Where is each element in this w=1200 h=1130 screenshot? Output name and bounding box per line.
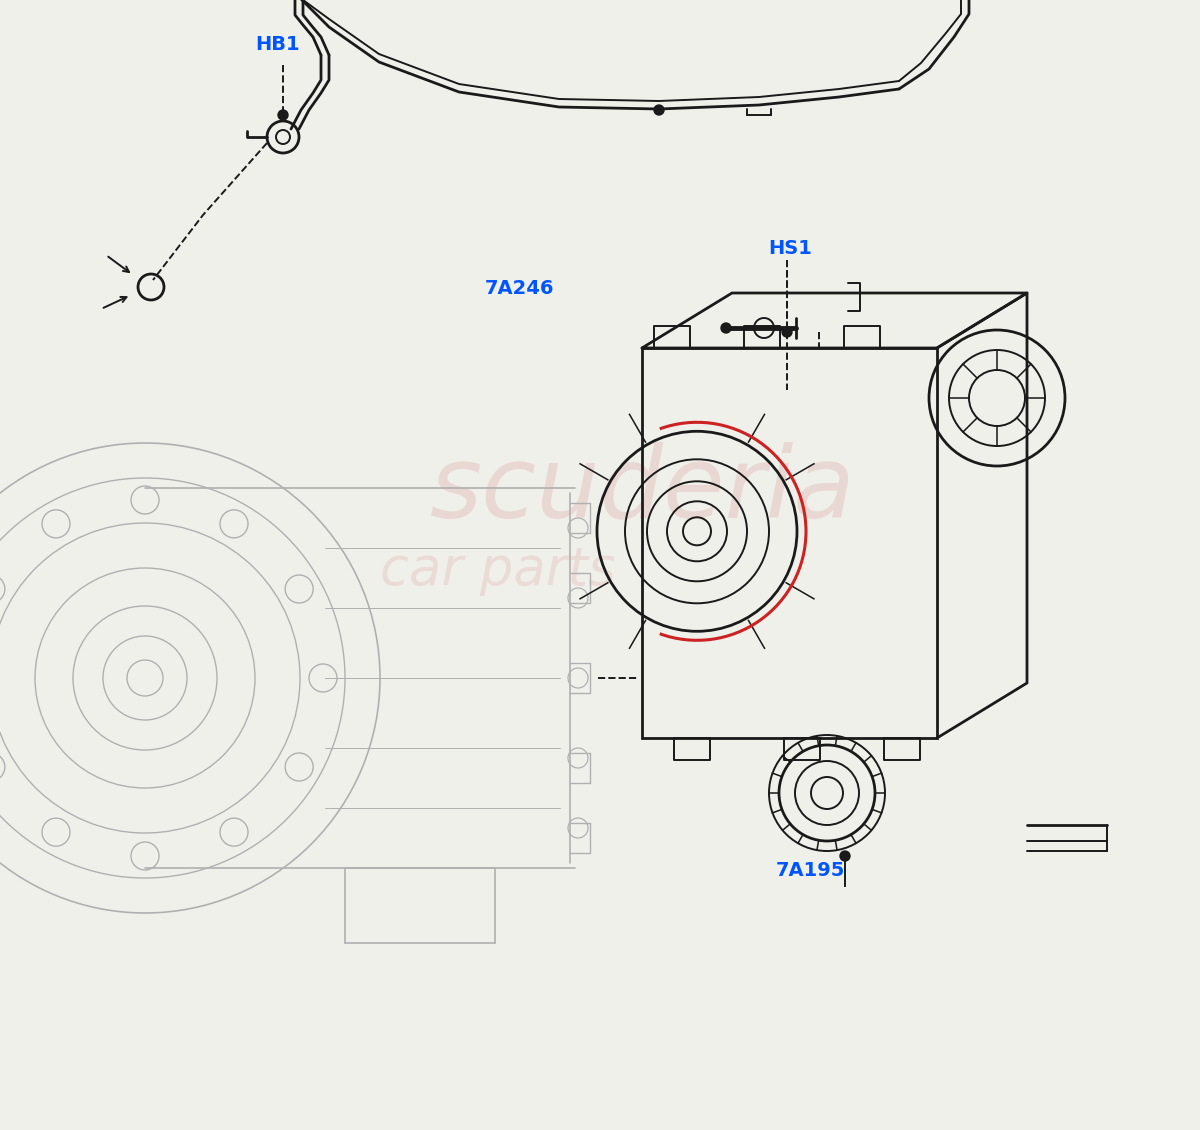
Text: HS1: HS1 xyxy=(768,238,812,258)
Circle shape xyxy=(721,323,731,333)
Text: scuderia: scuderia xyxy=(430,442,856,539)
Circle shape xyxy=(782,327,792,337)
Bar xyxy=(642,348,937,738)
Text: car parts: car parts xyxy=(380,544,616,596)
Text: 7A195: 7A195 xyxy=(775,861,845,879)
Text: HB1: HB1 xyxy=(256,35,300,54)
Circle shape xyxy=(278,110,288,120)
Text: 7A246: 7A246 xyxy=(485,278,554,297)
Circle shape xyxy=(654,105,664,115)
Circle shape xyxy=(840,851,850,861)
